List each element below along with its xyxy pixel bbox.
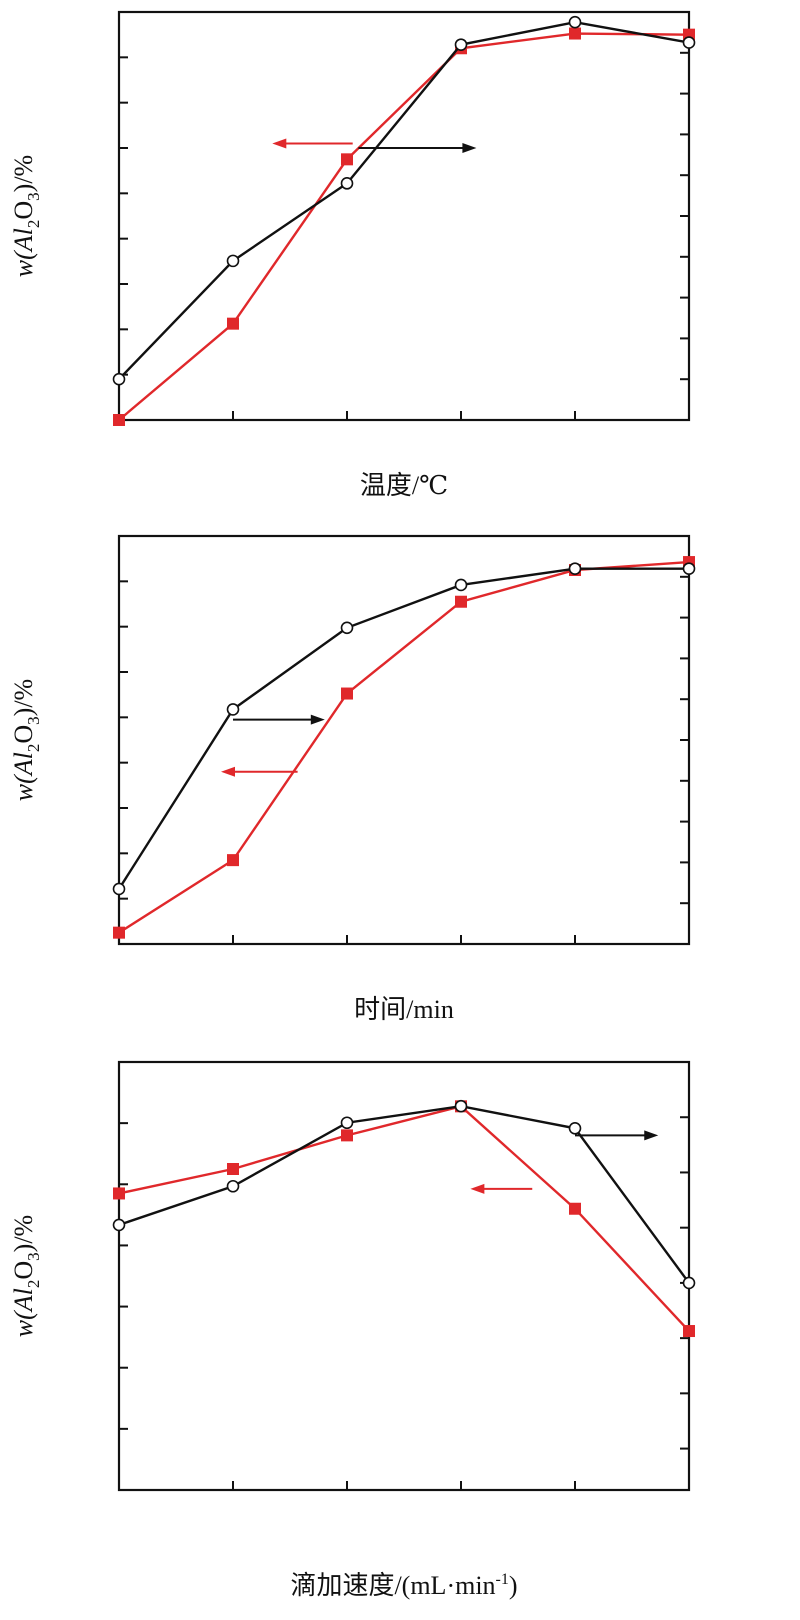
data-point-square: [569, 1202, 581, 1215]
series-line-square: [118, 560, 690, 934]
arrow-head-right: [462, 143, 477, 153]
left-axis-label-o: O: [9, 725, 38, 744]
data-point-square: [113, 926, 125, 939]
left-axis-label: w(Al2O3)/%: [9, 1215, 43, 1337]
left-axis-label-w: w(Al: [9, 228, 38, 277]
left-axis-label-sub: 3: [24, 192, 43, 201]
data-point-circle: [682, 562, 696, 575]
data-point-square: [227, 1163, 239, 1175]
left-axis-label-sub: 2: [24, 744, 43, 753]
left-axis-label-sub: 2: [24, 220, 43, 229]
chart-panel-c: 滴加速度/(mL·min-1) w(Al2O3)/%: [9, 1060, 696, 1600]
data-point-square: [341, 1129, 353, 1142]
plot-frame: [117, 1060, 691, 1492]
data-point-square: [113, 1187, 125, 1200]
left-axis-label-unit: )/%: [9, 679, 38, 717]
plot-frame: [117, 534, 691, 946]
data-point-square: [227, 854, 239, 867]
data-point-circle: [454, 578, 468, 592]
data-point-square: [569, 27, 581, 40]
data-point-circle: [682, 1276, 696, 1290]
left-axis-label-o: O: [9, 201, 38, 220]
data-point-circle: [226, 254, 240, 268]
data-point-circle: [568, 1121, 582, 1135]
left-axis-label: w(Al2O3)/%: [9, 679, 43, 801]
series-line-circle: [118, 1104, 690, 1284]
data-point-circle: [112, 1218, 126, 1232]
data-point-square: [227, 317, 239, 330]
left-axis-label-sub: 2: [24, 1280, 43, 1289]
left-axis-label-unit: )/%: [9, 1215, 38, 1253]
data-point-circle: [454, 38, 468, 51]
left-axis-label: w(Al2O3)/%: [9, 155, 43, 277]
data-point-circle: [112, 372, 126, 386]
data-point-square: [341, 687, 353, 700]
left-axis-label-unit: )/%: [9, 155, 38, 193]
x-axis-label: 温度/℃: [360, 471, 448, 500]
left-axis-label-w: w(Al: [9, 1288, 38, 1337]
left-axis-label-sub: 3: [24, 1252, 43, 1261]
plot-frame: [117, 10, 691, 422]
series-line-circle: [117, 567, 689, 890]
data-point-circle: [454, 1099, 468, 1113]
arrow-head-right: [310, 714, 325, 725]
x-axis-label-sup: -1: [496, 1571, 509, 1588]
x-axis-label-close: ): [509, 1571, 518, 1600]
data-point-circle: [226, 1179, 240, 1193]
data-point-circle: [568, 562, 582, 575]
arrow-head-left: [470, 1183, 485, 1194]
data-point-circle: [112, 882, 126, 896]
data-point-square: [341, 153, 353, 166]
arrow-head-left: [272, 138, 287, 149]
left-axis-label-o: O: [9, 1261, 38, 1280]
x-axis-label: 时间/min: [354, 995, 454, 1024]
arrow-head-left: [221, 766, 235, 777]
series-line-circle: [118, 20, 690, 381]
x-axis-label-main: 滴加速度/(mL·min: [290, 1571, 495, 1600]
data-point-square: [113, 414, 125, 426]
data-point-circle: [340, 1116, 354, 1130]
data-point-circle: [568, 15, 582, 29]
series-line-square: [118, 1105, 690, 1332]
data-point-circle: [682, 36, 696, 49]
left-axis-label-sub: 3: [24, 716, 43, 725]
left-axis-label-w: w(Al: [9, 752, 38, 801]
data-point-square: [455, 595, 467, 608]
data-point-circle: [340, 621, 354, 635]
chart-panel-a: 温度/℃ w(Al2O3)/%: [9, 10, 696, 500]
data-point-square: [683, 1325, 695, 1338]
data-point-circle: [340, 177, 354, 190]
chart-panel-b: 时间/min w(Al2O3)/%: [9, 534, 696, 1024]
series-line-square: [118, 32, 690, 421]
data-point-circle: [226, 703, 240, 716]
x-axis-label: 滴加速度/(mL·min-1): [290, 1571, 517, 1600]
arrow-head-right: [644, 1130, 659, 1141]
